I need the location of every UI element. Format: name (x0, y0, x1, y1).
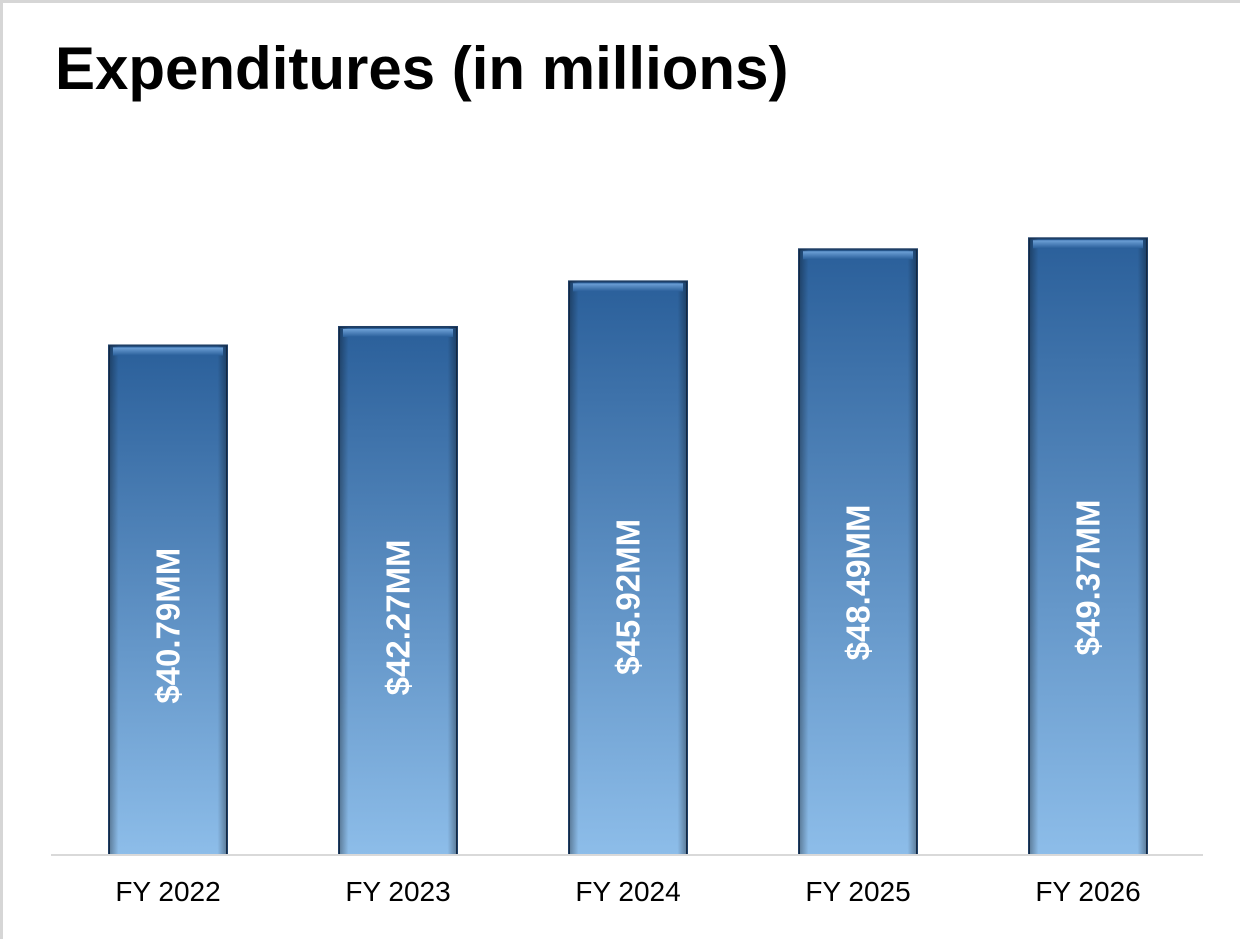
bar-edge-shading (1029, 238, 1147, 855)
x-tick-label: FY 2022 (115, 876, 220, 907)
bar-top-bevel (803, 251, 913, 260)
x-tick-label: FY 2025 (805, 876, 910, 907)
bar-top-bevel (113, 347, 223, 356)
chart-title: Expenditures (in millions) (55, 35, 789, 102)
bar-value-label: $48.49MM (840, 504, 877, 660)
x-tick-label: FY 2023 (345, 876, 450, 907)
bar-top-bevel (1033, 240, 1143, 249)
bar-edge-shading (339, 326, 457, 855)
bar-value-label: $45.92MM (610, 519, 647, 675)
x-tick-labels: FY 2022 FY 2023 FY 2024 FY 2025 FY 2026 (115, 876, 1140, 907)
bar-2: $42.27MM (338, 325, 458, 856)
bar-edge-shading (569, 281, 687, 855)
bar-5: $49.37MM (1028, 237, 1148, 856)
bar-3: $45.92MM (568, 280, 688, 856)
bar-value-label: $40.79MM (150, 548, 187, 704)
bar-value-label: $42.27MM (380, 539, 417, 695)
x-tick-label: FY 2026 (1035, 876, 1140, 907)
bar-top-bevel (343, 328, 453, 337)
bar-chart: $40.79MM $42.27MM $45.92MM $48.49MM $49.37MM… (51, 237, 1203, 907)
bar-top-bevel (573, 283, 683, 292)
bar-1: $40.79MM (108, 344, 228, 856)
bars: $40.79MM $42.27MM $45.92MM $48.49MM $49.37MM (108, 237, 1148, 857)
bar-edge-shading (799, 249, 917, 856)
bar-value-label: $49.37MM (1070, 500, 1107, 656)
x-tick-label: FY 2024 (575, 876, 680, 907)
bar-4: $48.49MM (798, 248, 918, 857)
bar-edge-shading (109, 345, 227, 855)
